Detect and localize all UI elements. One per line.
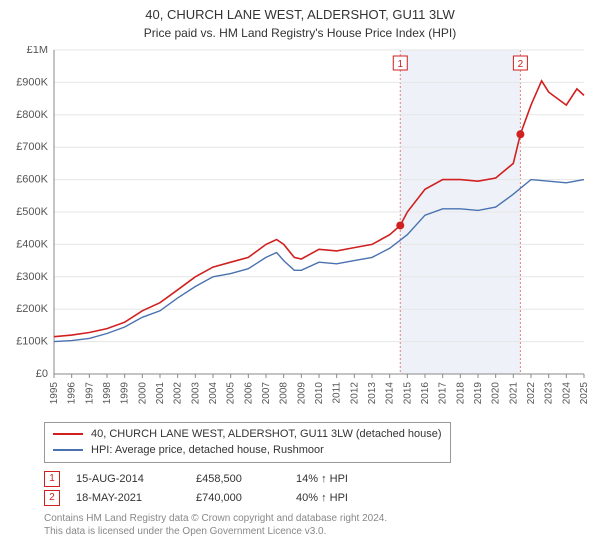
x-tick-label: 2006 [243, 381, 254, 404]
y-tick-label: £400K [16, 238, 48, 250]
y-tick-label: £600K [16, 173, 48, 185]
legend-swatch [53, 449, 83, 451]
x-tick-label: 1999 [120, 381, 131, 404]
x-tick-label: 2022 [526, 381, 537, 404]
x-tick-label: 2021 [508, 381, 519, 404]
y-tick-label: £1M [27, 46, 48, 56]
footnote-line2: This data is licensed under the Open Gov… [44, 525, 590, 539]
sale-badge-text: 1 [397, 59, 403, 70]
y-tick-label: £100K [16, 335, 48, 347]
y-tick-label: £300K [16, 270, 48, 282]
footnote: Contains HM Land Registry data © Crown c… [44, 512, 590, 539]
x-tick-label: 2008 [279, 381, 290, 404]
legend-label: HPI: Average price, detached house, Rush… [91, 442, 324, 459]
x-tick-label: 2002 [173, 381, 184, 404]
sale-price: £458,500 [196, 473, 296, 485]
x-tick-label: 1995 [49, 381, 60, 404]
legend-swatch [53, 433, 83, 435]
legend-label: 40, CHURCH LANE WEST, ALDERSHOT, GU11 3L… [91, 426, 442, 443]
sales-table: 1 15-AUG-2014£458,50014% ↑ HPI 2 18-MAY-202… [44, 471, 590, 506]
x-tick-label: 2013 [367, 381, 378, 404]
y-tick-label: £800K [16, 108, 48, 120]
x-tick-label: 2025 [579, 381, 590, 404]
sale-delta: 40% ↑ HPI [296, 492, 416, 504]
x-tick-label: 1996 [67, 381, 78, 404]
x-tick-label: 2017 [438, 381, 449, 404]
x-tick-label: 2007 [261, 381, 272, 404]
chart-svg: £0 £100K £200K £300K £400K £500K £600K £700K £80… [10, 46, 590, 416]
sale-delta: 14% ↑ HPI [296, 473, 416, 485]
x-tick-label: 2010 [314, 381, 325, 404]
y-tick-label: £900K [16, 76, 48, 88]
x-tick-label: 2018 [455, 381, 466, 404]
x-tick-label: 2004 [208, 381, 219, 404]
x-tick-label: 2019 [473, 381, 484, 404]
x-tick-label: 2016 [420, 381, 431, 404]
sale-badge-text: 2 [518, 59, 524, 70]
y-tick-label: £500K [16, 206, 48, 218]
x-tick-label: 2024 [561, 381, 572, 404]
x-tick-label: 2009 [296, 381, 307, 404]
y-tick-label: £200K [16, 303, 48, 315]
y-tick-label: £700K [16, 141, 48, 153]
x-tick-label: 2011 [332, 381, 343, 403]
x-tick-label: 1998 [102, 381, 113, 404]
sale-row-badge: 2 [44, 490, 60, 506]
sale-row: 2 18-MAY-2021£740,00040% ↑ HPI [44, 490, 590, 506]
sale-date: 18-MAY-2021 [76, 492, 196, 504]
chart-subtitle: Price paid vs. HM Land Registry's House … [10, 26, 590, 40]
sale-price: £740,000 [196, 492, 296, 504]
chart-title: 40, CHURCH LANE WEST, ALDERSHOT, GU11 3L… [10, 6, 590, 24]
sale-date: 15-AUG-2014 [76, 473, 196, 485]
footnote-line1: Contains HM Land Registry data © Crown c… [44, 512, 590, 526]
page: 40, CHURCH LANE WEST, ALDERSHOT, GU11 3L… [0, 0, 600, 560]
sale-row: 1 15-AUG-2014£458,50014% ↑ HPI [44, 471, 590, 487]
legend: 40, CHURCH LANE WEST, ALDERSHOT, GU11 3L… [44, 422, 451, 463]
x-tick-label: 2005 [226, 381, 237, 404]
x-tick-label: 2014 [385, 381, 396, 404]
legend-row: HPI: Average price, detached house, Rush… [53, 442, 442, 459]
sale-row-badge: 1 [44, 471, 60, 487]
sale-dot [516, 130, 524, 138]
chart-area: £0 £100K £200K £300K £400K £500K £600K £700K £80… [10, 46, 590, 416]
sale-dot [396, 221, 404, 229]
x-tick-label: 2012 [349, 381, 360, 404]
y-tick-label: £0 [36, 368, 48, 380]
x-tick-label: 2000 [137, 381, 148, 404]
x-tick-label: 2015 [402, 381, 413, 404]
legend-row: 40, CHURCH LANE WEST, ALDERSHOT, GU11 3L… [53, 426, 442, 443]
x-tick-label: 2020 [491, 381, 502, 404]
x-tick-label: 2001 [155, 381, 166, 404]
x-tick-label: 2023 [544, 381, 555, 404]
x-tick-label: 2003 [190, 381, 201, 404]
x-tick-label: 1997 [84, 381, 95, 404]
